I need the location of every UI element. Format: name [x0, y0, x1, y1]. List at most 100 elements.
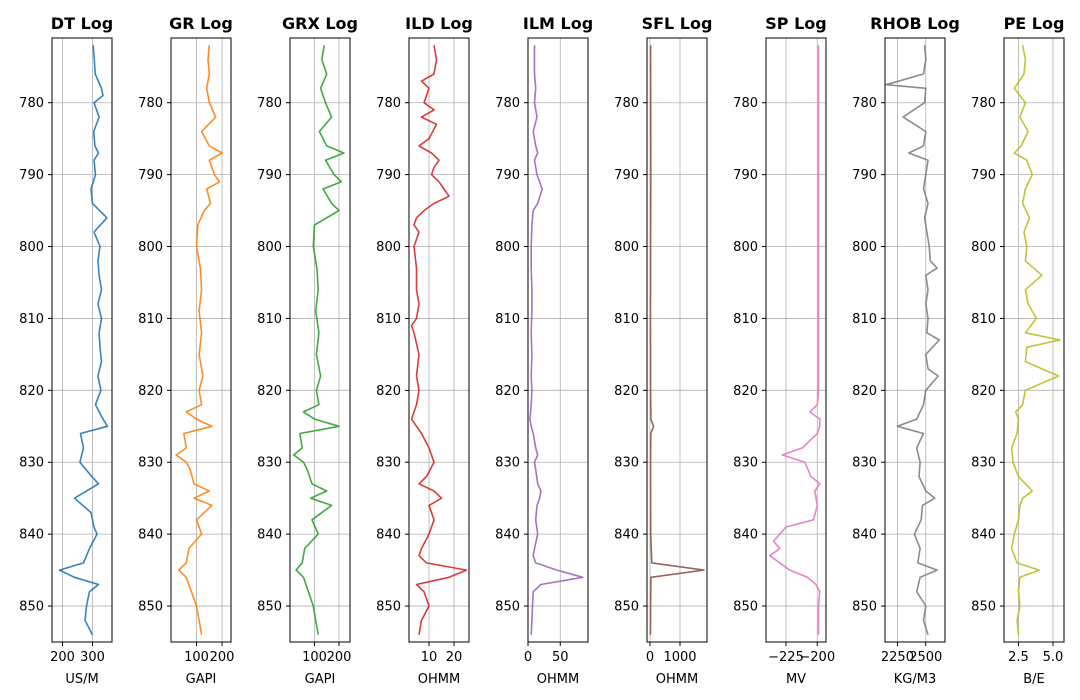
value-tick-label: 2.5 [1008, 650, 1029, 665]
depth-tick-label: 790 [376, 168, 401, 183]
depth-tick-label: 780 [495, 96, 520, 111]
depth-tick-label: 830 [376, 456, 401, 471]
gr-log-curve [175, 45, 223, 635]
depth-tick-label: 810 [852, 312, 877, 327]
depth-tick-label: 840 [376, 528, 401, 543]
sp-log-curve [768, 45, 821, 635]
depth-tick-label: 850 [733, 600, 758, 615]
depth-tick-label: 790 [495, 168, 520, 183]
depth-tick-label: 800 [138, 240, 163, 255]
grx-log-track: GRX Log 780 790 800 810 820 830 840 850 100 200 GAP… [257, 14, 358, 687]
depth-tick-label: 800 [257, 240, 282, 255]
value-tick-label: 50 [552, 650, 569, 665]
depth-tick-label: 780 [733, 96, 758, 111]
value-tick-label: 0 [646, 650, 654, 665]
rhob-log-frame [884, 37, 946, 643]
pe-log-curve [1010, 45, 1061, 635]
ild-log-frame [408, 37, 470, 643]
dt-log-title: DT Log [51, 14, 113, 33]
depth-tick-label: 780 [376, 96, 401, 111]
depth-tick-label: 830 [138, 456, 163, 471]
depth-tick-label: 850 [971, 600, 996, 615]
depth-tick-label: 790 [852, 168, 877, 183]
depth-tick-label: 810 [614, 312, 639, 327]
ilm-log-unit-label: OHMM [537, 672, 579, 687]
value-tick-label: 0 [524, 650, 532, 665]
depth-tick-label: 850 [138, 600, 163, 615]
pe-log-track: PE Log 780 790 800 810 820 830 840 850 2.5 5.0 B/E [971, 14, 1065, 687]
depth-tick-label: 780 [971, 96, 996, 111]
depth-tick-label: 790 [138, 168, 163, 183]
sfl-log-frame [646, 37, 708, 643]
depth-tick-label: 830 [614, 456, 639, 471]
depth-tick-label: 830 [852, 456, 877, 471]
depth-tick-label: 820 [614, 384, 639, 399]
value-tick-label: 2250 [881, 650, 914, 665]
depth-tick-label: 790 [733, 168, 758, 183]
depth-tick-label: 780 [852, 96, 877, 111]
pe-log-unit-label: B/E [1023, 672, 1045, 687]
pe-log-frame [1003, 37, 1065, 643]
depth-tick-label: 830 [971, 456, 996, 471]
rhob-log-unit-label: KG/M3 [894, 672, 936, 687]
ild-log-unit-label: OHMM [418, 672, 460, 687]
depth-tick-label: 840 [852, 528, 877, 543]
depth-tick-label: 800 [495, 240, 520, 255]
ild-log-track: ILD Log 780 790 800 810 820 830 840 850 10 20 OHMM [376, 14, 473, 687]
depth-tick-label: 850 [852, 600, 877, 615]
depth-tick-label: 780 [19, 96, 44, 111]
sfl-log-curve [649, 45, 705, 635]
depth-tick-label: 830 [257, 456, 282, 471]
depth-tick-label: 840 [138, 528, 163, 543]
depth-tick-label: 800 [376, 240, 401, 255]
depth-tick-label: 810 [971, 312, 996, 327]
depth-tick-label: 830 [733, 456, 758, 471]
depth-tick-label: 850 [614, 600, 639, 615]
depth-tick-label: 810 [376, 312, 401, 327]
depth-tick-label: 780 [257, 96, 282, 111]
pe-log-title: PE Log [1004, 14, 1065, 33]
depth-tick-label: 800 [614, 240, 639, 255]
ilm-log-frame [527, 37, 589, 643]
sfl-log-unit-label: OHMM [656, 672, 698, 687]
value-tick-label: 100 [184, 650, 209, 665]
value-tick-label: 2500 [909, 650, 942, 665]
dt-log-track: DT Log 780 790 800 810 820 830 840 850 200 300 US/M [19, 14, 113, 687]
value-tick-label: 10 [421, 650, 438, 665]
depth-tick-label: 790 [19, 168, 44, 183]
value-tick-label: 100 [302, 650, 327, 665]
depth-tick-label: 820 [971, 384, 996, 399]
depth-tick-label: 830 [495, 456, 520, 471]
depth-tick-label: 790 [257, 168, 282, 183]
depth-tick-label: 850 [19, 600, 44, 615]
value-tick-label: 1000 [663, 650, 696, 665]
sp-log-frame [765, 37, 827, 643]
sp-log-track: SP Log 780 790 800 810 820 830 840 850 −225−200 MV [733, 14, 835, 687]
ilm-log-title: ILM Log [523, 14, 593, 33]
sfl-log-title: SFL Log [642, 14, 713, 33]
depth-tick-label: 800 [733, 240, 758, 255]
gr-log-track: GR Log 780 790 800 810 820 830 840 850 100 200 GAPI [138, 14, 234, 687]
depth-tick-label: 790 [614, 168, 639, 183]
depth-tick-label: 850 [376, 600, 401, 615]
depth-tick-label: 820 [19, 384, 44, 399]
depth-tick-label: 820 [376, 384, 401, 399]
depth-tick-label: 780 [138, 96, 163, 111]
depth-tick-label: 840 [257, 528, 282, 543]
gr-log-frame [170, 37, 232, 643]
value-tick-label: 200 [327, 650, 352, 665]
rhob-log-title: RHOB Log [870, 14, 960, 33]
depth-tick-label: 800 [852, 240, 877, 255]
depth-tick-label: 820 [733, 384, 758, 399]
ild-log-curve [410, 45, 468, 635]
value-tick-label: 5.0 [1043, 650, 1064, 665]
depth-tick-label: 800 [971, 240, 996, 255]
depth-tick-label: 840 [19, 528, 44, 543]
sfl-log-track: SFL Log 780 790 800 810 820 830 840 850 0 1000 OHMM [614, 14, 712, 687]
grx-log-frame [289, 37, 351, 643]
gr-log-unit-label: GAPI [186, 672, 217, 687]
depth-tick-label: 810 [733, 312, 758, 327]
grx-log-unit-label: GAPI [305, 672, 336, 687]
dt-log-unit-label: US/M [65, 672, 98, 687]
